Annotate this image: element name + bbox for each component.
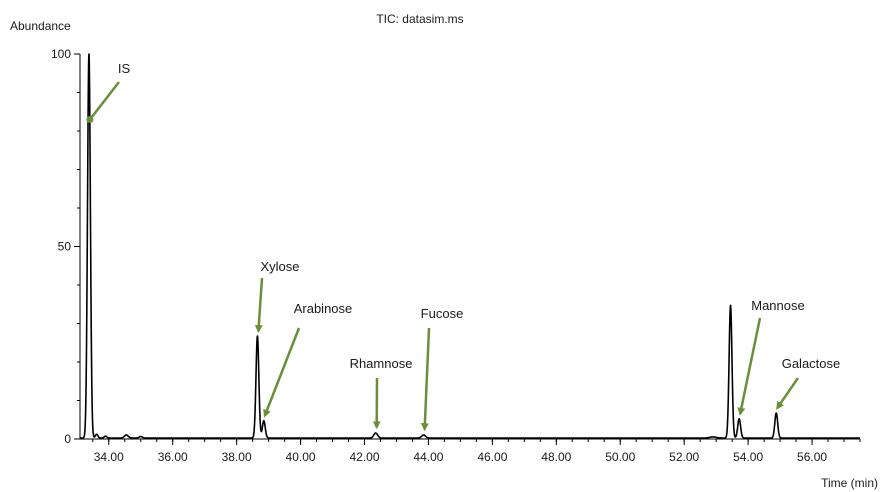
x-tick-label: 44.00 [413,450,443,464]
chart-title: TIC: datasim.ms [376,12,463,26]
ticks: 34.00 36.00 38.00 40.00 42.00 44.00 46.00 48.00… [51,47,861,464]
annotation-arrow-arabinose [263,327,301,418]
annotation-arrow-xylose [254,277,264,334]
peak-label-galactose: Galactose [782,356,841,371]
peak-label-rhamnose: Rhamnose [350,356,413,371]
annotation-arrow-galactose [776,377,800,410]
x-tick-label: 42.00 [349,450,379,464]
axes [79,54,860,440]
x-tick-label: 38.00 [222,450,252,464]
annotations: IS Xylose Arabinose Rhamnose Fucose Mannose Ga… [86,61,841,432]
x-tick-label: 36.00 [158,450,188,464]
peak-label-mannose: Mannose [751,298,804,313]
x-tick-label: 48.00 [541,450,571,464]
y-tick-label: 100 [51,47,71,61]
x-tick-label: 46.00 [477,450,507,464]
tic-trace-line [79,53,861,439]
x-tick-label: 54.00 [733,450,763,464]
peak-label-is: IS [118,61,131,76]
x-tick-label: 50.00 [605,450,635,464]
x-axis-title: Time (min) [821,476,878,490]
annotation-leader-is [88,81,120,121]
x-tick-label: 34.00 [94,450,124,464]
annotation-arrow-mannose [737,317,762,416]
y-tick-label: 0 [64,432,71,446]
trace [79,53,861,439]
y-axis-title: Abundance [10,19,71,33]
peak-label-fucose: Fucose [421,306,464,321]
annotation-dot-is [86,115,94,123]
peak-label-xylose: Xylose [260,259,299,274]
x-tick-label: 52.00 [669,450,699,464]
y-tick-label: 50 [58,240,72,254]
peak-label-arabinose: Arabinose [294,301,353,316]
annotation-arrow-fucose [420,327,431,432]
x-tick-label: 40.00 [286,450,316,464]
x-tick-label: 56.00 [797,450,827,464]
